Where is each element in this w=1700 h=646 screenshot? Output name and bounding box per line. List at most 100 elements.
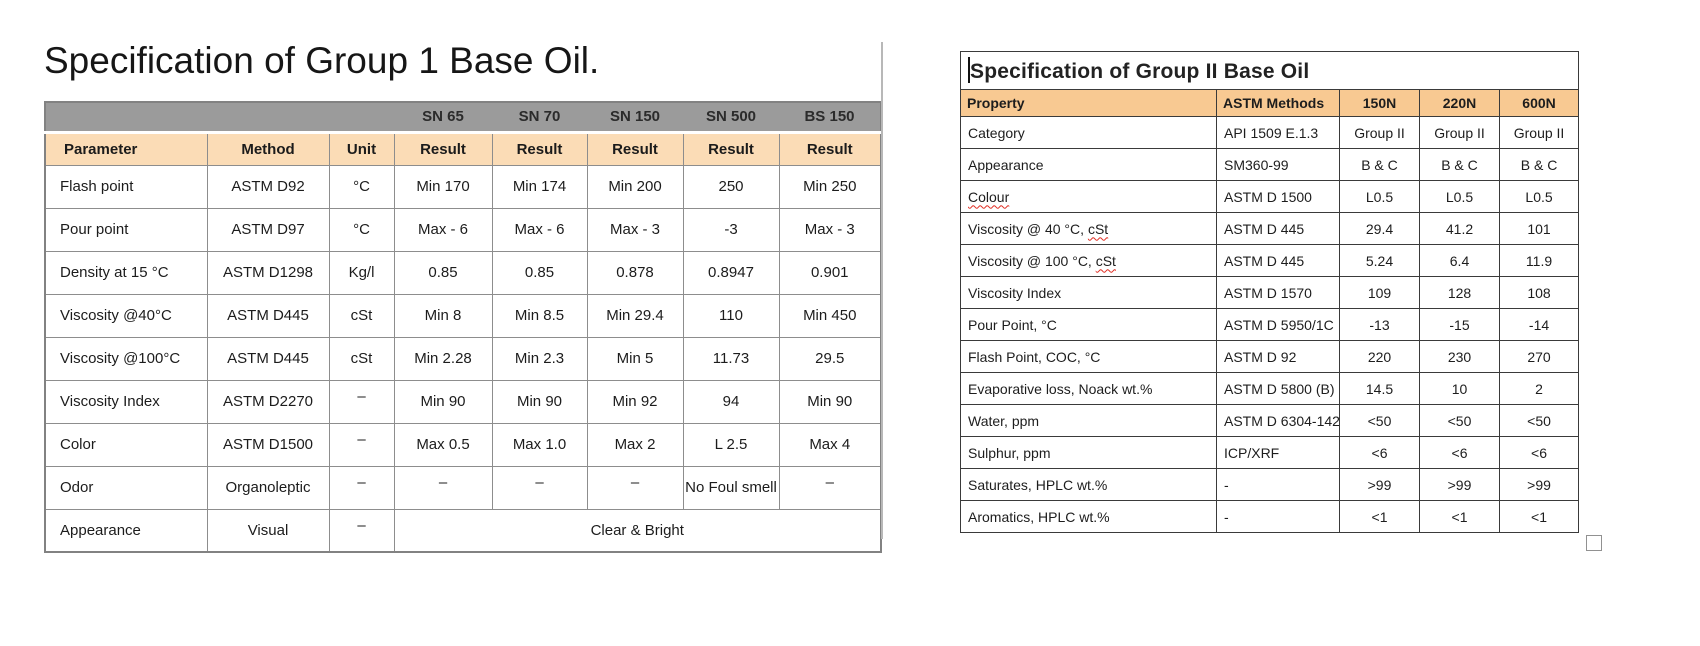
table-cell: Max - 6 — [491, 207, 588, 252]
table-cell: Kg/l — [328, 250, 395, 295]
table-cell: Max 0.5 — [393, 422, 493, 467]
table-cell: - — [1216, 500, 1340, 533]
table-row: Parameter Method Unit Result Result Result Res… — [44, 131, 882, 166]
table-cell: L0.5 — [1498, 180, 1580, 213]
table-cell: °C — [328, 207, 395, 252]
table-cell: <1 — [1419, 500, 1500, 533]
table-cell: <1 — [1498, 500, 1580, 533]
table-cell: Max 1.0 — [491, 422, 588, 467]
table-cell: 94 — [682, 379, 780, 424]
table-row: Flash point ASTM D92 °C Min 170 Min 174 Min 2… — [44, 164, 882, 209]
table-cell: Method — [206, 131, 330, 166]
resize-handle[interactable] — [1586, 535, 1602, 551]
table-cell: Organoleptic — [206, 465, 330, 510]
table-cell: Group II — [1419, 116, 1500, 149]
table-cell: 250 — [682, 164, 780, 209]
column-header-cell: ASTM Methods — [1216, 89, 1340, 117]
table-cell: Result — [393, 131, 493, 166]
table-cell: Flash point — [44, 164, 208, 209]
table-row: Colour ASTM D 1500 L0.5 L0.5 L0.5 — [960, 180, 1580, 213]
table-cell: ASTM D 5800 (B) — [1216, 372, 1340, 405]
table-cell: Max - 6 — [393, 207, 493, 252]
table-cell: SM360-99 — [1216, 148, 1340, 181]
table-cell: Min 250 — [778, 164, 882, 209]
table-cell: ASTM D1298 — [206, 250, 330, 295]
table-cell: Appearance — [44, 508, 208, 553]
table-cell: 0.8947 — [682, 250, 780, 295]
table-cell: – — [491, 465, 588, 510]
table-cell: – — [328, 508, 395, 553]
column-header-cell: Property — [960, 89, 1217, 117]
table-row: Pour point ASTM D97 °C Max - 6 Max - 6 Max - … — [44, 207, 882, 252]
table-row: Property ASTM Methods 150N 220N 600N — [960, 89, 1580, 117]
table-cell: Min 8 — [393, 293, 493, 338]
table-cell: Flash Point, COC, °C — [960, 340, 1217, 373]
table-cell: API 1509 E.1.3 — [1216, 116, 1340, 149]
table-cell: Min 174 — [491, 164, 588, 209]
table-cell: 0.878 — [586, 250, 684, 295]
table-cell: SN 150 — [587, 102, 683, 134]
table-cell: ASTM D445 — [206, 336, 330, 381]
table-cell: Evaporative loss, Noack wt.% — [960, 372, 1217, 405]
table-cell: <1 — [1339, 500, 1420, 533]
table-cell: 0.85 — [491, 250, 588, 295]
table-cell: Color — [44, 422, 208, 467]
table-cell — [207, 102, 329, 134]
table-cell: -15 — [1419, 308, 1500, 341]
table-cell: >99 — [1498, 468, 1580, 501]
table-cell: 10 — [1419, 372, 1500, 405]
column-header-cell: 220N — [1419, 89, 1500, 117]
group2-title: Specification of Group II Base Oil — [970, 60, 1310, 83]
table-row: Odor Organoleptic – – – – No Foul smell – — [44, 465, 882, 510]
group1-table-body: SN 65 SN 70 SN 150 SN 500 BS 150 Parameter Met… — [44, 102, 882, 553]
table-cell: 220 — [1339, 340, 1420, 373]
table-cell: Unit — [328, 131, 395, 166]
table-cell: Category — [960, 116, 1217, 149]
table-cell: <6 — [1498, 436, 1580, 469]
table-cell: ASTM D 445 — [1216, 244, 1340, 277]
table-cell: Min 29.4 — [586, 293, 684, 338]
table-cell: <50 — [1339, 404, 1420, 437]
table-cell: Colour — [960, 180, 1217, 213]
table-cell — [45, 102, 207, 134]
table-cell: ASTM D445 — [206, 293, 330, 338]
table-cell: No Foul smell — [682, 465, 780, 510]
table-cell: 6.4 — [1419, 244, 1500, 277]
misspelled-word: Colour — [968, 188, 1010, 205]
table-cell: Pour Point, °C — [960, 308, 1217, 341]
table-cell: B & C — [1339, 148, 1420, 181]
group2-title-cell[interactable]: Specification of Group II Base Oil — [959, 51, 1580, 90]
table-cell: Group II — [1339, 116, 1420, 149]
table-cell: 109 — [1339, 276, 1420, 309]
table-cell: °C — [328, 164, 395, 209]
table-cell: 0.85 — [393, 250, 493, 295]
table-cell: 29.4 — [1339, 212, 1420, 245]
table-cell: >99 — [1419, 468, 1500, 501]
table-cell: Saturates, HPLC wt.% — [960, 468, 1217, 501]
misspelled-word: cSt — [1095, 252, 1116, 269]
table-cell: ASTM D 445 — [1216, 212, 1340, 245]
table-cell: 29.5 — [778, 336, 882, 381]
table-row: SN 65 SN 70 SN 150 SN 500 BS 150 — [45, 102, 881, 134]
table-cell: Viscosity Index — [960, 276, 1217, 309]
table-cell: Min 90 — [393, 379, 493, 424]
table-cell: ASTM D 1500 — [1216, 180, 1340, 213]
table-cell: ICP/XRF — [1216, 436, 1340, 469]
table-cell: Viscosity @40°C — [44, 293, 208, 338]
table-cell: 5.24 — [1339, 244, 1420, 277]
table-cell: Min 170 — [393, 164, 493, 209]
table-cell: <6 — [1339, 436, 1420, 469]
text-cursor — [968, 57, 970, 83]
misspelled-word: cSt — [1087, 220, 1109, 237]
table-cell: 11.9 — [1498, 244, 1580, 277]
table-cell: ASTM D 1570 — [1216, 276, 1340, 309]
table-cell: Min 2.3 — [491, 336, 588, 381]
table-cell: ASTM D92 — [206, 164, 330, 209]
table-row: Viscosity @ 100 °C, cSt ASTM D 445 5.24 6.4… — [960, 244, 1580, 277]
table-cell: Min 90 — [491, 379, 588, 424]
table-row: Density at 15 °C ASTM D1298 Kg/l 0.85 0.85 0.… — [44, 250, 882, 295]
table-cell: ASTM D 6304-142 — [1216, 404, 1340, 437]
table-cell: – — [586, 465, 684, 510]
